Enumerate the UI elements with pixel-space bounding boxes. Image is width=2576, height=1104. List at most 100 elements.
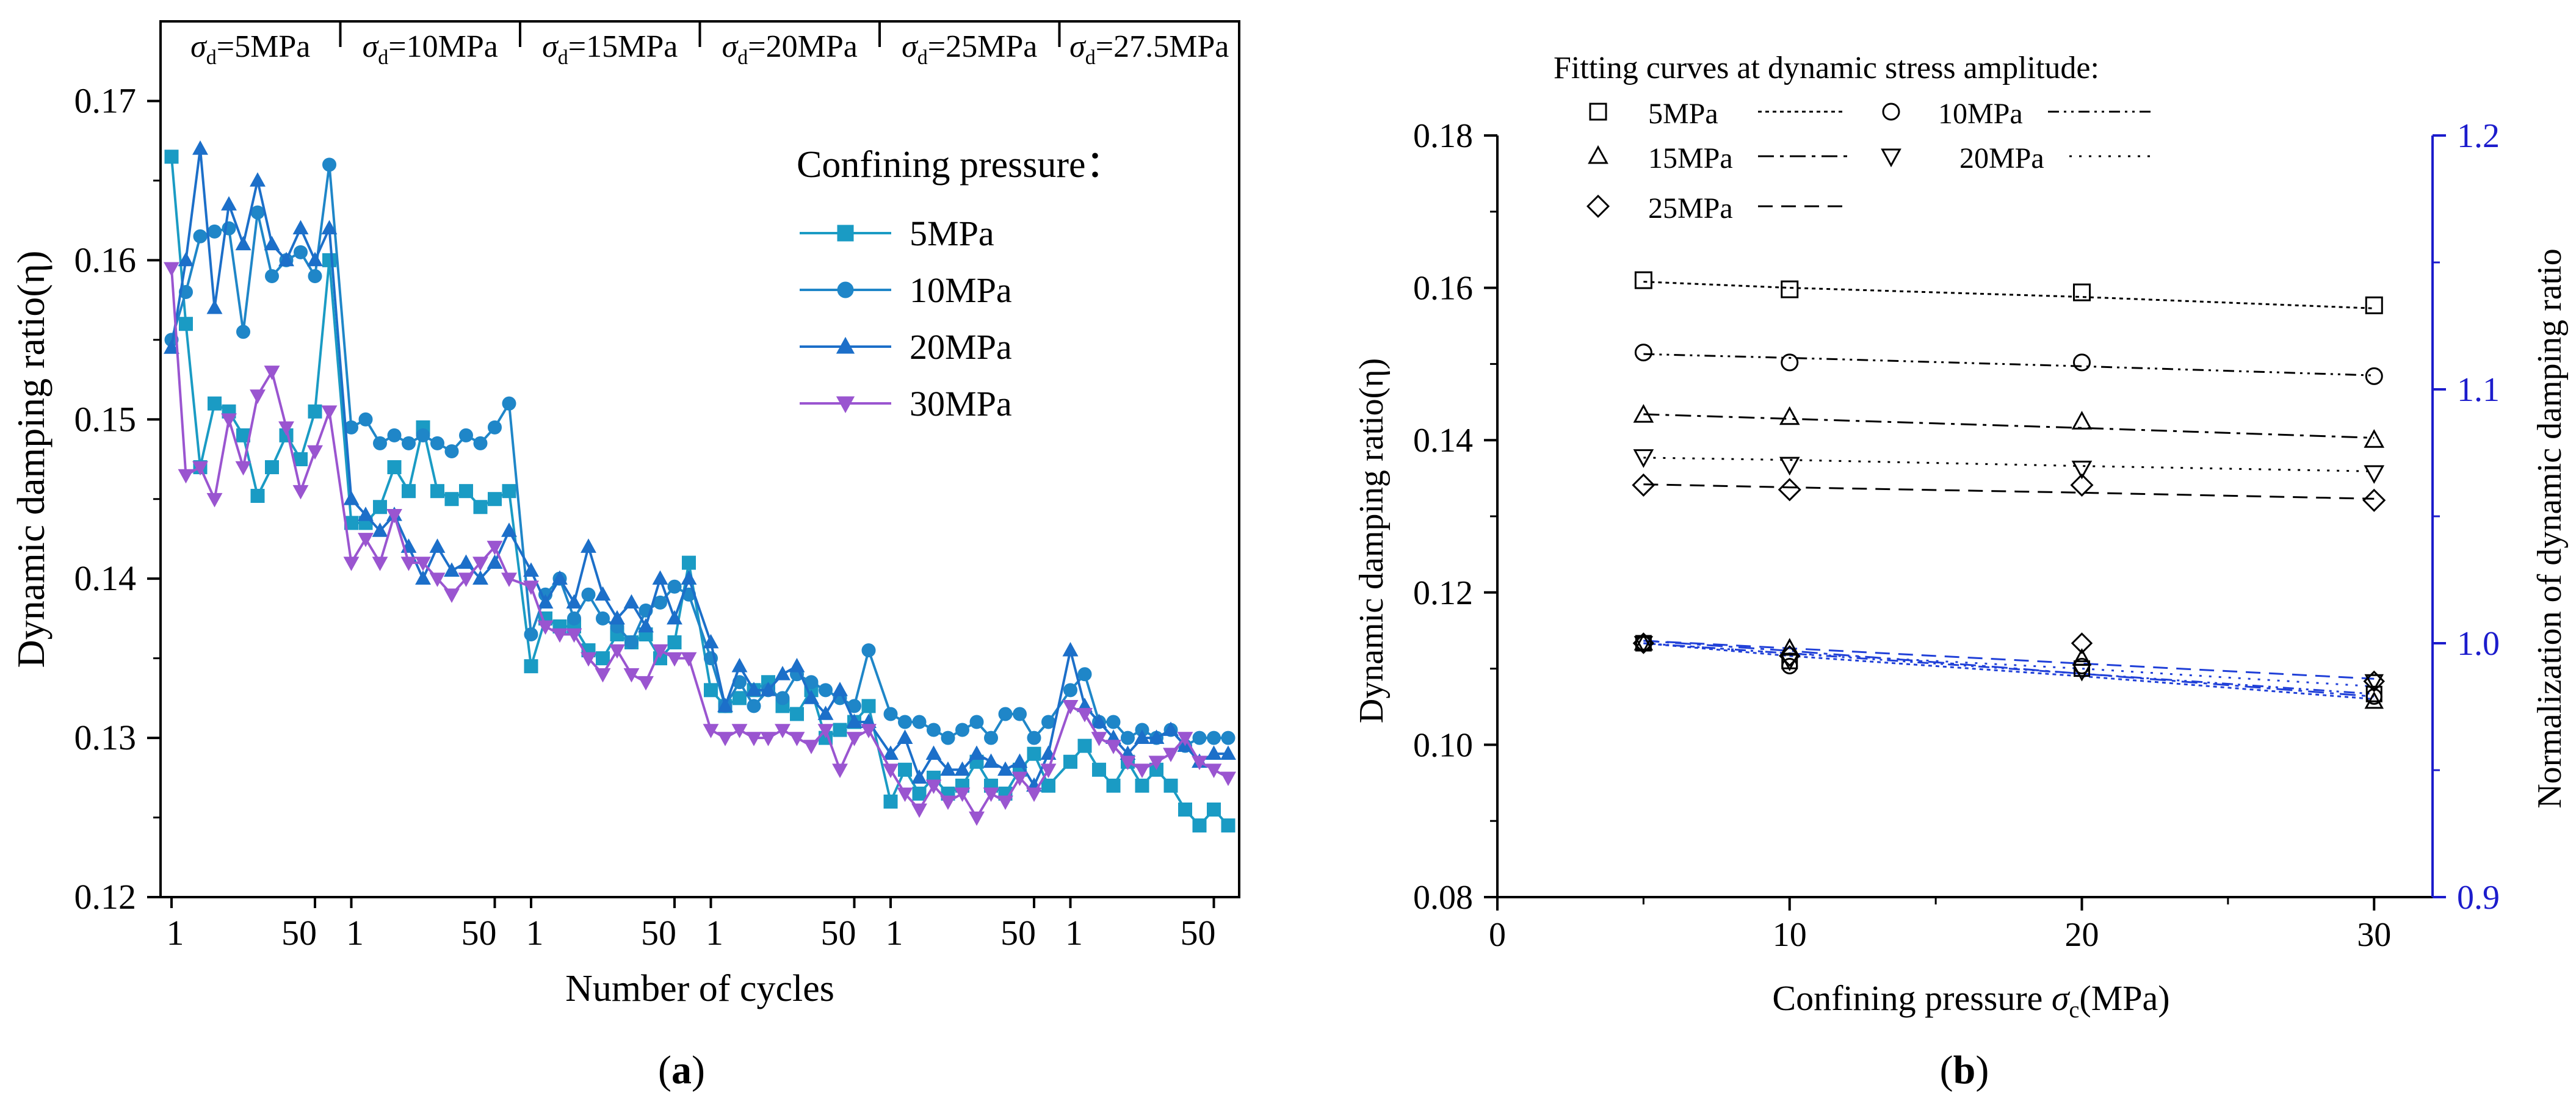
data-point-20MPa — [623, 594, 640, 609]
data-point-20MPa — [731, 657, 748, 673]
data-point-30MPa — [775, 724, 791, 738]
data-point-30MPa — [883, 763, 899, 778]
stage-label: σd=20MPa — [722, 29, 858, 69]
data-point-5MPa — [1106, 778, 1121, 793]
data-point-20MPa — [846, 713, 863, 728]
data-point-5MPa — [883, 794, 898, 809]
data-point-30MPa — [372, 557, 388, 571]
data-point-5MPa — [1092, 762, 1106, 777]
norm-point-20MPa — [1634, 636, 1654, 654]
data-point-30MPa — [1105, 740, 1121, 754]
data-point-10MPa — [358, 412, 373, 427]
data-point-5MPa — [265, 460, 279, 475]
legend-label-b-10MPa: 10MPa — [1938, 98, 2023, 130]
data-point-10MPa — [502, 396, 516, 411]
data-point-5MPa — [430, 484, 444, 499]
data-point-10MPa — [969, 715, 984, 729]
legend-marker-b-5MPa — [1589, 103, 1607, 121]
x-axis-title-a: Number of cycles — [565, 968, 834, 1009]
data-point-10MPa — [1207, 731, 1221, 745]
data-point-10MPa — [2365, 367, 2383, 385]
data-point-30MPa — [609, 644, 625, 659]
data-point-10MPa — [775, 691, 790, 705]
data-point-10MPa — [1121, 731, 1135, 745]
data-point-30MPa — [789, 732, 805, 746]
y-tick-label-right-b: 1.1 — [2457, 371, 2500, 409]
y-tick-label-left-b: 0.18 — [1413, 117, 1473, 155]
data-point-15MPa — [2364, 429, 2385, 448]
data-point-20MPa — [997, 761, 1013, 776]
stage-label: σd=25MPa — [902, 29, 1037, 69]
panel-b: 0.08 0.10 0.12 0.14 0.16 0.18 0.9 1.0 1.1 1.2 0 10 2… — [1353, 51, 2569, 1092]
data-point-30MPa — [983, 787, 999, 803]
legend-label-b-25MPa: 25MPa — [1648, 192, 1733, 225]
stage-label: σd=10MPa — [363, 29, 498, 69]
legend-label-5MPa: 5MPa — [910, 214, 994, 253]
data-point-30MPa — [487, 541, 503, 555]
y-axis-title-a: Dynamic damping ratio(η) — [9, 251, 52, 668]
data-point-20MPa — [164, 339, 179, 354]
data-point-30MPa — [278, 421, 294, 436]
data-point-20MPa — [817, 705, 834, 720]
data-point-20MPa — [458, 554, 474, 569]
data-point-30MPa — [343, 557, 360, 571]
data-point-20MPa — [537, 594, 554, 609]
data-point-30MPa — [458, 572, 474, 587]
data-point-5MPa — [2073, 283, 2091, 301]
data-point-20MPa — [321, 220, 338, 235]
data-point-5MPa — [179, 317, 193, 331]
data-point-20MPa — [652, 570, 668, 585]
norm-point-25MPa — [1632, 632, 1655, 654]
data-point-25MPa — [2070, 473, 2094, 497]
series-line-20MPa — [170, 148, 1228, 788]
norm-point-20MPa — [2072, 664, 2092, 682]
data-point-30MPa — [206, 492, 223, 508]
data-point-5MPa — [473, 500, 488, 514]
data-point-20MPa — [1134, 729, 1150, 744]
data-point-20MPa — [192, 140, 208, 155]
stage-label: σd=5MPa — [190, 29, 310, 69]
data-point-20MPa — [264, 236, 280, 251]
data-point-5MPa — [322, 253, 336, 267]
data-point-20MPa — [178, 251, 194, 267]
data-point-10MPa — [416, 428, 430, 442]
data-point-20MPa — [307, 251, 323, 267]
data-point-30MPa — [221, 413, 237, 428]
x-tick-label-b: 20 — [2065, 916, 2099, 954]
data-point-20MPa — [803, 690, 819, 704]
data-point-20MPa — [681, 570, 697, 585]
data-point-20MPa — [278, 251, 294, 267]
norm-point-25MPa — [2071, 632, 2093, 654]
legend-marker-30MPa — [836, 396, 855, 413]
data-point-20MPa — [1633, 449, 1654, 468]
data-point-10MPa — [819, 683, 833, 698]
data-point-5MPa — [1135, 778, 1149, 793]
data-point-30MPa — [400, 557, 417, 571]
data-point-15MPa — [1779, 406, 1800, 425]
legend-marker-b-25MPa — [1586, 194, 1610, 218]
data-point-5MPa — [667, 635, 682, 650]
data-point-10MPa — [1634, 344, 1652, 362]
fit-line-5MPa — [1643, 281, 2375, 309]
y-tick-label-a: 0.17 — [74, 81, 137, 120]
data-point-10MPa — [1063, 683, 1077, 698]
data-point-20MPa — [1163, 721, 1179, 736]
norm-fit-line-10MPa — [1643, 642, 2375, 695]
data-point-5MPa — [308, 404, 322, 419]
data-point-20MPa — [552, 570, 568, 585]
norm-point-20MPa — [2364, 674, 2384, 692]
data-point-20MPa — [2364, 465, 2385, 484]
data-point-5MPa — [682, 555, 696, 570]
data-point-30MPa — [1011, 771, 1028, 787]
data-point-20MPa — [1011, 753, 1028, 768]
data-point-20MPa — [703, 633, 719, 649]
data-point-20MPa — [925, 745, 942, 760]
data-point-30MPa — [1177, 732, 1193, 746]
data-point-20MPa — [760, 682, 776, 696]
data-point-5MPa — [861, 699, 876, 713]
legend-label-10MPa: 10MPa — [910, 270, 1012, 310]
norm-fit-line-25MPa — [1643, 640, 2375, 680]
data-point-20MPa — [358, 507, 374, 521]
data-point-20MPa — [444, 562, 460, 577]
